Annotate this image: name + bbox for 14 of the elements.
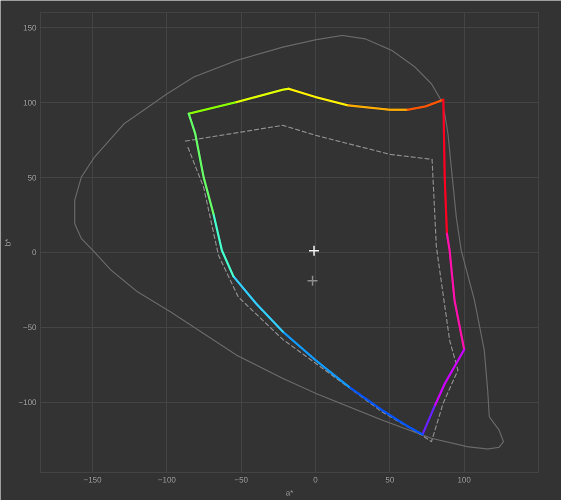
x-tick-label: −100 xyxy=(158,476,176,484)
x-tick-label: −150 xyxy=(84,476,102,484)
y-tick-label: 150 xyxy=(23,23,38,32)
y-tick-label: 100 xyxy=(23,98,38,108)
x-tick-label: 0 xyxy=(313,476,318,484)
y-tick-label: 0 xyxy=(32,248,38,258)
y-tick-label: −100 xyxy=(18,398,38,408)
x-axis-title: a* xyxy=(286,488,294,498)
x-tick-label: 50 xyxy=(385,476,395,484)
y-tick-label: 50 xyxy=(28,173,38,182)
x-tick-label: −50 xyxy=(234,476,249,484)
x-tick-label: 100 xyxy=(458,476,472,484)
y-axis-title: b* xyxy=(3,238,12,246)
y-tick-label: −50 xyxy=(22,323,38,332)
